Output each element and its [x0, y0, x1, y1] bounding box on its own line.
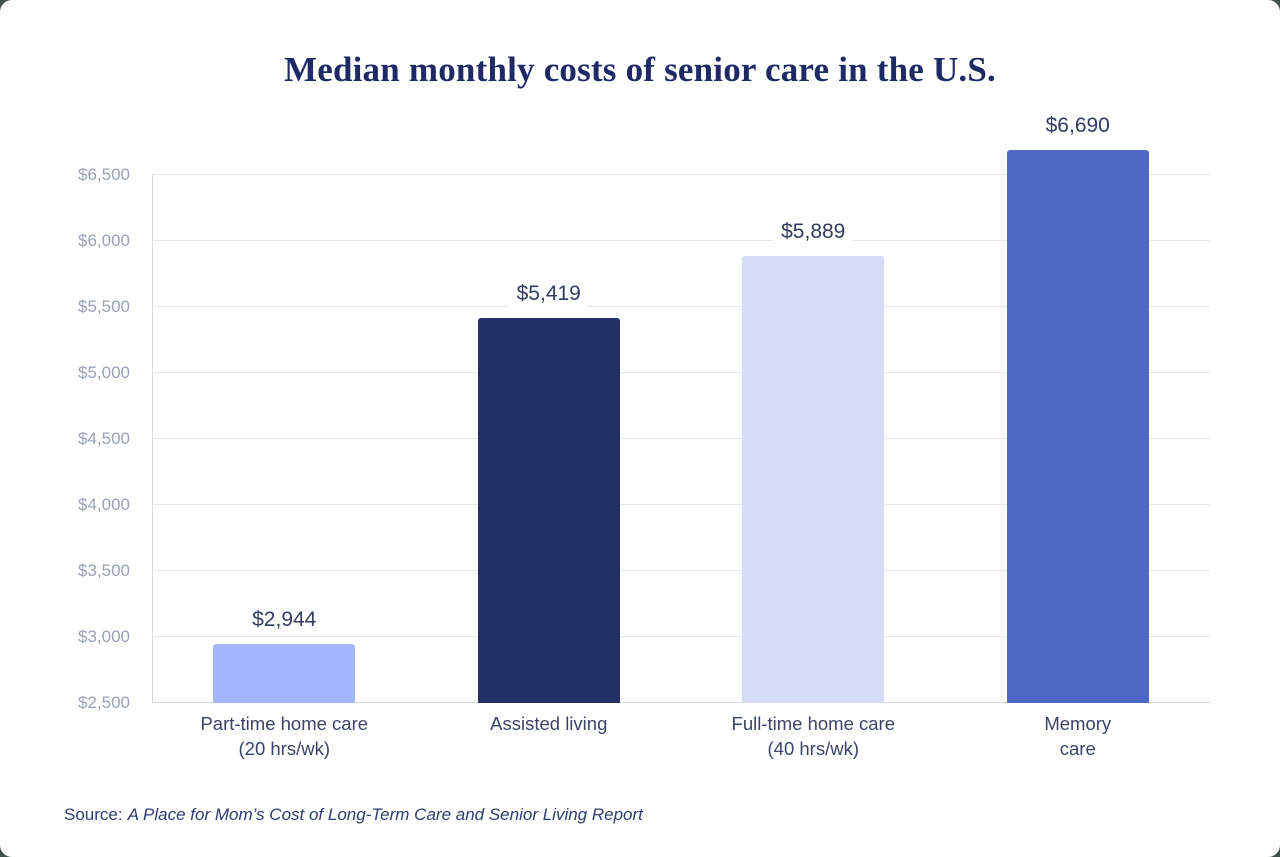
category-label-line: Memory [1044, 713, 1112, 734]
category-label-line: Part-time home care [200, 713, 369, 734]
y-tick-label: $3,500 [78, 561, 130, 580]
value-label: $6,690 [1037, 112, 1118, 139]
source-prefix: Source: [64, 805, 123, 824]
y-tick-label: $2,500 [78, 693, 130, 712]
gridline [152, 438, 1210, 439]
chart-title: Median monthly costs of senior care in t… [284, 50, 996, 89]
gridline [152, 504, 1210, 505]
source-text: A Place for Mom’s Cost of Long-Term Care… [127, 805, 643, 824]
bar [1006, 149, 1149, 703]
category-label-line: Full-time home care [731, 713, 895, 734]
bar [477, 317, 620, 703]
y-axis-line [152, 175, 153, 703]
y-tick-label: $6,500 [78, 165, 130, 184]
y-tick-label: $5,000 [78, 363, 130, 382]
x-axis-labels: Part-time home care (20 hrs/wk) Assisted l… [152, 711, 1210, 771]
gridline [152, 306, 1210, 307]
category-label: Memory care [1044, 711, 1111, 761]
category-label: Part-time home care (20 hrs/wk) [200, 711, 368, 761]
category-label: Assisted living [490, 711, 607, 736]
bar [742, 255, 885, 703]
value-label: $5,419 [508, 280, 589, 307]
category-label: Full-time home care (40 hrs/wk) [732, 711, 895, 761]
category-label-line: Assisted living [490, 713, 608, 734]
y-axis: $2,500 $3,000 $3,500 $4,000 $4,500 $5,000 $5,5… [0, 165, 130, 712]
category-label-line: care [1059, 738, 1096, 759]
x-axis-line [152, 702, 1210, 703]
gridline [152, 570, 1210, 571]
y-tick-label: $6,000 [78, 231, 130, 250]
gridline [152, 240, 1210, 241]
plot-area: $2,944 $5,419 $5,889 $6,690 [152, 112, 1210, 703]
category-label-line: (40 hrs/wk) [767, 738, 860, 759]
category-label-line: (20 hrs/wk) [238, 738, 331, 759]
y-tick-label: $4,500 [78, 429, 130, 448]
bar [213, 644, 356, 703]
gridline [152, 636, 1210, 637]
gridline [152, 174, 1210, 175]
y-tick-label: $4,000 [78, 495, 130, 514]
gridline [152, 372, 1210, 373]
y-tick-label: $5,500 [78, 297, 130, 316]
y-tick-label: $3,000 [78, 627, 130, 646]
source-line: Source: A Place for Mom’s Cost of Long-Te… [64, 804, 643, 826]
value-label: $5,889 [773, 218, 854, 245]
value-label: $2,944 [244, 607, 325, 634]
